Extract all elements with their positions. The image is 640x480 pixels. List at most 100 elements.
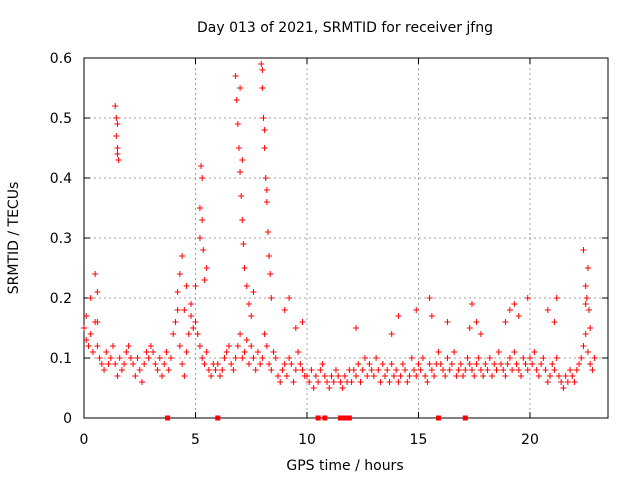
data-point [196,205,203,211]
data-point [238,193,245,199]
data-point [319,361,326,367]
data-point [109,343,116,349]
data-point [266,361,273,367]
data-point [348,379,355,385]
data-point [303,373,310,379]
data-point [549,361,556,367]
data-point [233,97,240,103]
data-point [263,343,270,349]
data-point [522,361,529,367]
data-point [515,313,522,319]
data-point [583,295,590,301]
data-point [337,379,344,385]
data-point [426,361,433,367]
data-point [393,367,400,373]
data-point [471,373,478,379]
data-point [308,367,315,373]
data-point [437,361,444,367]
data-point [223,349,230,355]
data-point [281,307,288,313]
data-point [558,379,565,385]
data-point [426,295,433,301]
data-point [263,199,270,205]
data-point [587,325,594,331]
data-point [553,355,560,361]
data-point [567,367,574,373]
data-point [502,373,509,379]
data-point [544,307,551,313]
data-point [402,367,409,373]
y-tick-label-6: 0.6 [50,51,72,67]
data-point [130,361,137,367]
data-point [240,241,247,247]
data-point [435,349,442,355]
data-point [586,307,593,313]
data-point [261,127,268,133]
data-point [185,331,192,337]
data-point [464,355,471,361]
data-point [448,361,455,367]
data-point [208,373,215,379]
data-point [154,367,161,373]
data-point [531,349,538,355]
data-point [85,343,92,349]
data-point [413,307,420,313]
x-tick-label-0: 0 [80,432,89,448]
data-point [89,349,96,355]
data-point [103,349,110,355]
data-point [446,367,453,373]
data-point [480,373,487,379]
data-point [540,355,547,361]
data-point [214,361,221,367]
data-point [368,367,375,373]
data-point [112,103,119,109]
data-point [584,265,591,271]
data-point [497,361,504,367]
data-point [264,229,271,235]
zero-marker [215,415,221,421]
data-point [203,265,210,271]
data-point [533,367,540,373]
data-point [580,247,587,253]
data-point [462,367,469,373]
data-point [232,73,239,79]
data-point [259,85,266,91]
data-point [428,313,435,319]
data-point [341,373,348,379]
data-point [377,379,384,385]
data-point [257,361,264,367]
data-point [121,361,128,367]
data-point [198,163,205,169]
data-point [94,343,101,349]
data-point [475,355,482,361]
data-point [181,373,188,379]
data-point [357,379,364,385]
data-point [442,373,449,379]
data-point [578,355,585,361]
data-point [241,349,248,355]
data-point [259,355,266,361]
data-point [466,325,473,331]
x-axis-label: GPS time / hours [286,458,403,474]
data-point [136,367,143,373]
y-tick-label-4: 0.4 [50,171,72,187]
data-point [370,373,377,379]
data-point [94,289,101,295]
data-point [161,361,168,367]
data-point [246,301,253,307]
data-point [167,355,174,361]
data-point [107,355,114,361]
data-point [482,361,489,367]
data-point [460,373,467,379]
data-point [317,367,324,373]
data-point [560,385,567,391]
data-point [576,361,583,367]
data-point [444,355,451,361]
data-point [281,361,288,367]
data-point [156,355,163,361]
y-axis-label: SRMTID / TECUs [6,182,22,295]
data-point [422,373,429,379]
data-point [390,373,397,379]
data-point [439,367,446,373]
tick-marks [83,57,608,419]
